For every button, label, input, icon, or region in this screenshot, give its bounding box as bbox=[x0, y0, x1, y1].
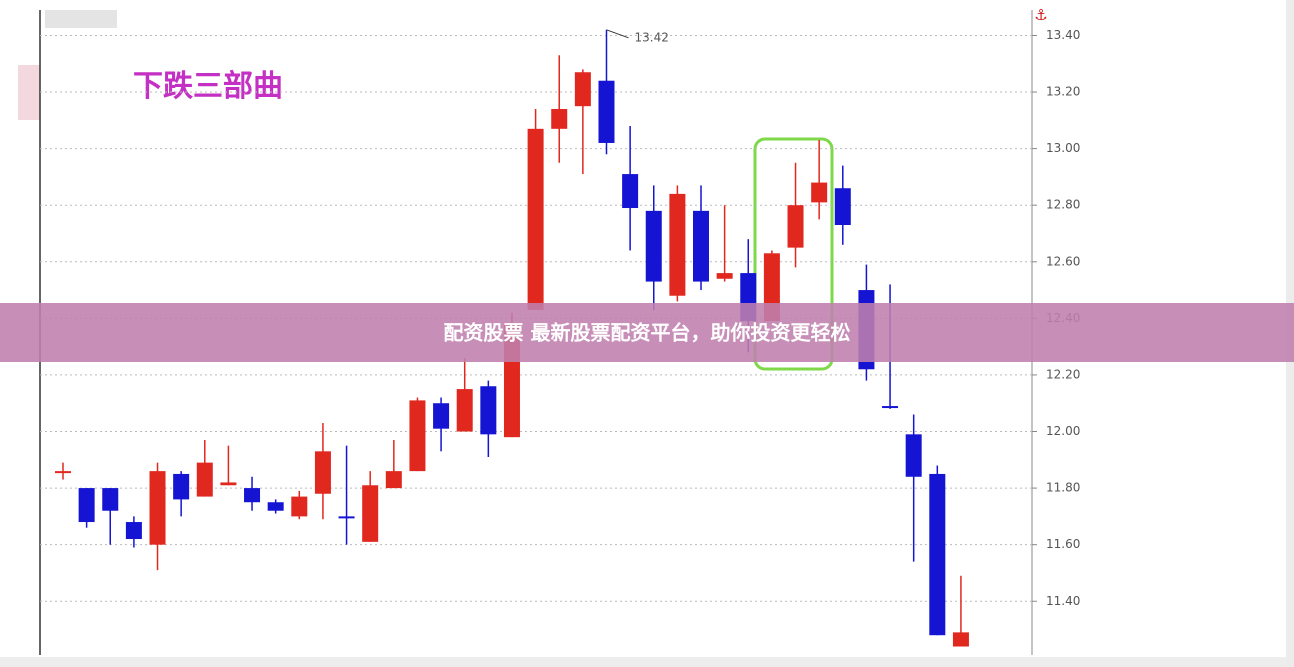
candle-body bbox=[338, 516, 355, 519]
y-tick-label: 12.20 bbox=[1046, 367, 1080, 381]
candle-body bbox=[267, 502, 284, 511]
side-patch bbox=[18, 65, 40, 120]
candle-body bbox=[598, 80, 615, 143]
y-tick-label: 11.80 bbox=[1046, 481, 1080, 495]
y-tick-label: 13.00 bbox=[1046, 141, 1080, 155]
candle-body bbox=[220, 482, 237, 486]
candle-body bbox=[716, 273, 733, 279]
candle-body bbox=[196, 462, 213, 497]
y-tick-label: 11.40 bbox=[1046, 594, 1080, 608]
candle-body bbox=[952, 632, 969, 647]
annotation: 13.42 bbox=[634, 30, 668, 44]
blurred-patch bbox=[45, 10, 117, 28]
candle-body bbox=[456, 389, 473, 432]
candle-body bbox=[787, 205, 804, 248]
chart-title: 下跌三部曲 bbox=[133, 69, 283, 104]
candle-body bbox=[527, 128, 544, 310]
candle-body bbox=[905, 434, 922, 477]
y-tick-label: 12.00 bbox=[1046, 424, 1080, 438]
candle-body bbox=[409, 400, 426, 472]
y-tick-label: 13.40 bbox=[1046, 28, 1080, 42]
candle-body bbox=[882, 406, 899, 409]
annotation-line bbox=[606, 29, 629, 39]
candle-body bbox=[574, 72, 591, 107]
banner-text: 配资股票 最新股票配资平台，助你投资更轻松 bbox=[444, 321, 851, 345]
anchor-icon: ⚓ bbox=[1034, 6, 1047, 24]
banner bbox=[0, 303, 1294, 362]
candle-body bbox=[385, 471, 402, 489]
candle-body bbox=[645, 210, 662, 282]
candle-body bbox=[291, 496, 308, 517]
candle-body bbox=[834, 188, 851, 225]
candle-body bbox=[173, 473, 190, 500]
candle-body bbox=[102, 488, 119, 511]
candle-body bbox=[433, 403, 450, 429]
candle-body bbox=[929, 473, 946, 636]
chart: ⚓ 下跌三部曲 11.4011.6011.8012.0012.2012.4012… bbox=[39, 6, 1080, 655]
candle-body bbox=[314, 451, 331, 494]
y-tick-label: 12.80 bbox=[1046, 198, 1080, 212]
bottom-border bbox=[0, 657, 1286, 667]
candle-body bbox=[125, 522, 142, 540]
y-tick-label: 12.60 bbox=[1046, 254, 1080, 268]
candle-body bbox=[669, 193, 686, 296]
candle-body bbox=[78, 488, 95, 523]
candle-body bbox=[622, 174, 639, 209]
candle-body bbox=[362, 485, 379, 542]
candle-body bbox=[551, 109, 568, 129]
y-tick-label: 11.60 bbox=[1046, 537, 1080, 551]
candle-body bbox=[149, 471, 166, 545]
candle-body bbox=[811, 182, 828, 203]
highlight-box bbox=[753, 137, 834, 371]
candle-body bbox=[693, 210, 710, 282]
candle-body bbox=[244, 488, 261, 503]
candle-body bbox=[480, 386, 497, 435]
y-tick-label: 13.20 bbox=[1046, 85, 1080, 99]
candle-body bbox=[55, 471, 71, 474]
